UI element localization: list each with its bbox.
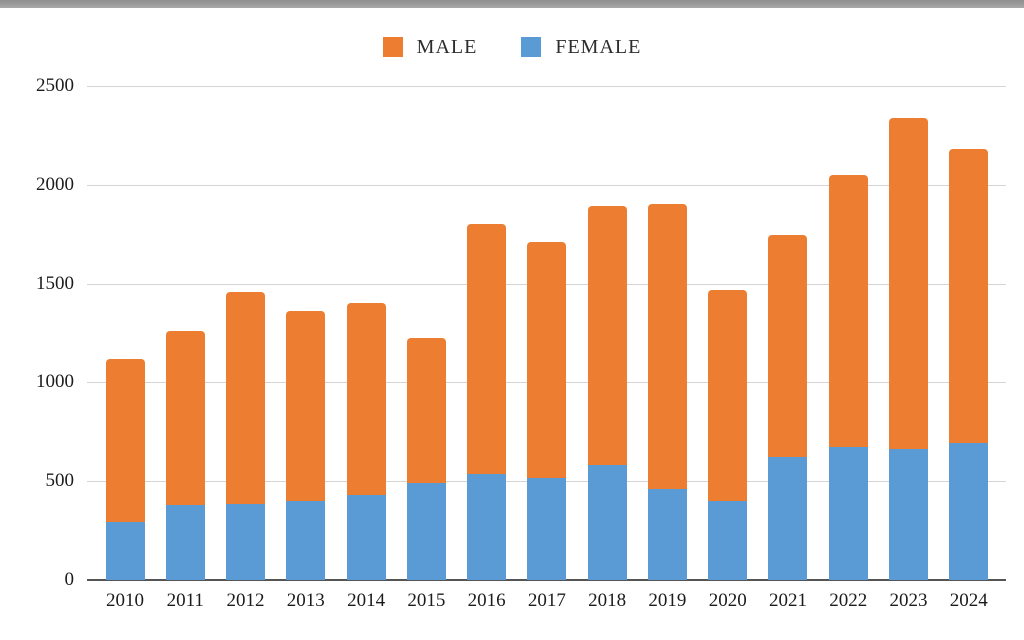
y-tick-label-1500: 1500	[36, 272, 74, 294]
bar-2022-female	[828, 446, 868, 580]
bar-2018-male	[587, 205, 627, 466]
x-tick-label-2011: 2011	[166, 590, 204, 611]
bar-2012-male	[226, 292, 266, 504]
plot-area: 0 500 1000 1500 2000 2500 2010 2011 2012 2013 2014…	[0, 8, 1024, 640]
bar-2019-female	[647, 489, 687, 580]
bar-2018-female	[587, 465, 627, 580]
legend-swatch-female	[521, 37, 542, 57]
top-border-strip	[0, 0, 1024, 8]
bar-2013-female	[286, 500, 326, 580]
bar-2010-male	[105, 358, 145, 522]
legend-label-male: MALE	[416, 36, 478, 58]
x-axis-line	[87, 579, 1006, 581]
bar-2015-female	[406, 483, 446, 580]
bar-2024-male	[949, 149, 989, 443]
bar-2021-male	[768, 235, 808, 458]
bar-2011-female	[165, 504, 205, 580]
x-tick-label-2019: 2019	[648, 590, 687, 611]
bar-2014-male	[346, 303, 386, 496]
bar-2016-male	[467, 224, 507, 475]
x-tick-label-2014: 2014	[347, 590, 386, 611]
bar-2024-female	[949, 442, 989, 580]
x-tick-label-2023: 2023	[889, 590, 928, 611]
x-tick-label-2020: 2020	[708, 590, 747, 611]
x-tick-label-2024: 2024	[949, 590, 988, 611]
x-tick-label-2013: 2013	[286, 590, 325, 611]
y-tick-label-2000: 2000	[36, 173, 74, 195]
bar-2023-female	[889, 448, 928, 580]
y-tick-label-1000: 1000	[36, 371, 74, 393]
bar-2020-male	[708, 289, 748, 501]
x-tick-label-2016: 2016	[467, 590, 506, 611]
bar-2017-female	[527, 478, 567, 580]
bar-2016-female	[467, 474, 507, 580]
legend-swatch-male	[382, 37, 403, 57]
bar-2014-female	[346, 495, 386, 580]
bar-2017-male	[527, 242, 567, 479]
y-tick-label-2500: 2500	[36, 75, 74, 96]
gridline-2000	[87, 184, 1006, 186]
bar-2023-male	[889, 117, 928, 449]
y-tick-label-500: 500	[45, 470, 75, 492]
bar-2010-female	[105, 521, 145, 580]
stacked-bar-chart: MALE FEMALE 0 500 1000 1500 2000 2500 2010 2011 2…	[0, 8, 1024, 640]
chart-legend: MALE FEMALE	[0, 32, 1024, 62]
bar-2021-female	[768, 457, 808, 580]
bar-2020-female	[708, 500, 748, 580]
legend-item-male: MALE	[382, 36, 478, 58]
bar-2022-male	[828, 174, 868, 447]
x-tick-label-2017: 2017	[527, 590, 566, 611]
y-tick-label-0: 0	[64, 569, 75, 590]
x-tick-label-2012: 2012	[226, 590, 265, 611]
bar-2012-female	[226, 503, 266, 580]
bar-2015-male	[406, 337, 446, 484]
bar-2013-male	[286, 311, 326, 501]
legend-label-female: FEMALE	[555, 36, 642, 58]
bar-2011-male	[165, 331, 205, 505]
gridline-2500	[87, 86, 1006, 87]
legend-item-female: FEMALE	[521, 37, 641, 57]
bar-2019-male	[647, 203, 687, 490]
x-tick-label-2010: 2010	[106, 590, 144, 611]
x-tick-label-2018: 2018	[588, 590, 627, 611]
x-tick-label-2021: 2021	[768, 590, 807, 611]
x-tick-label-2022: 2022	[829, 590, 868, 611]
x-tick-label-2015: 2015	[407, 590, 446, 611]
